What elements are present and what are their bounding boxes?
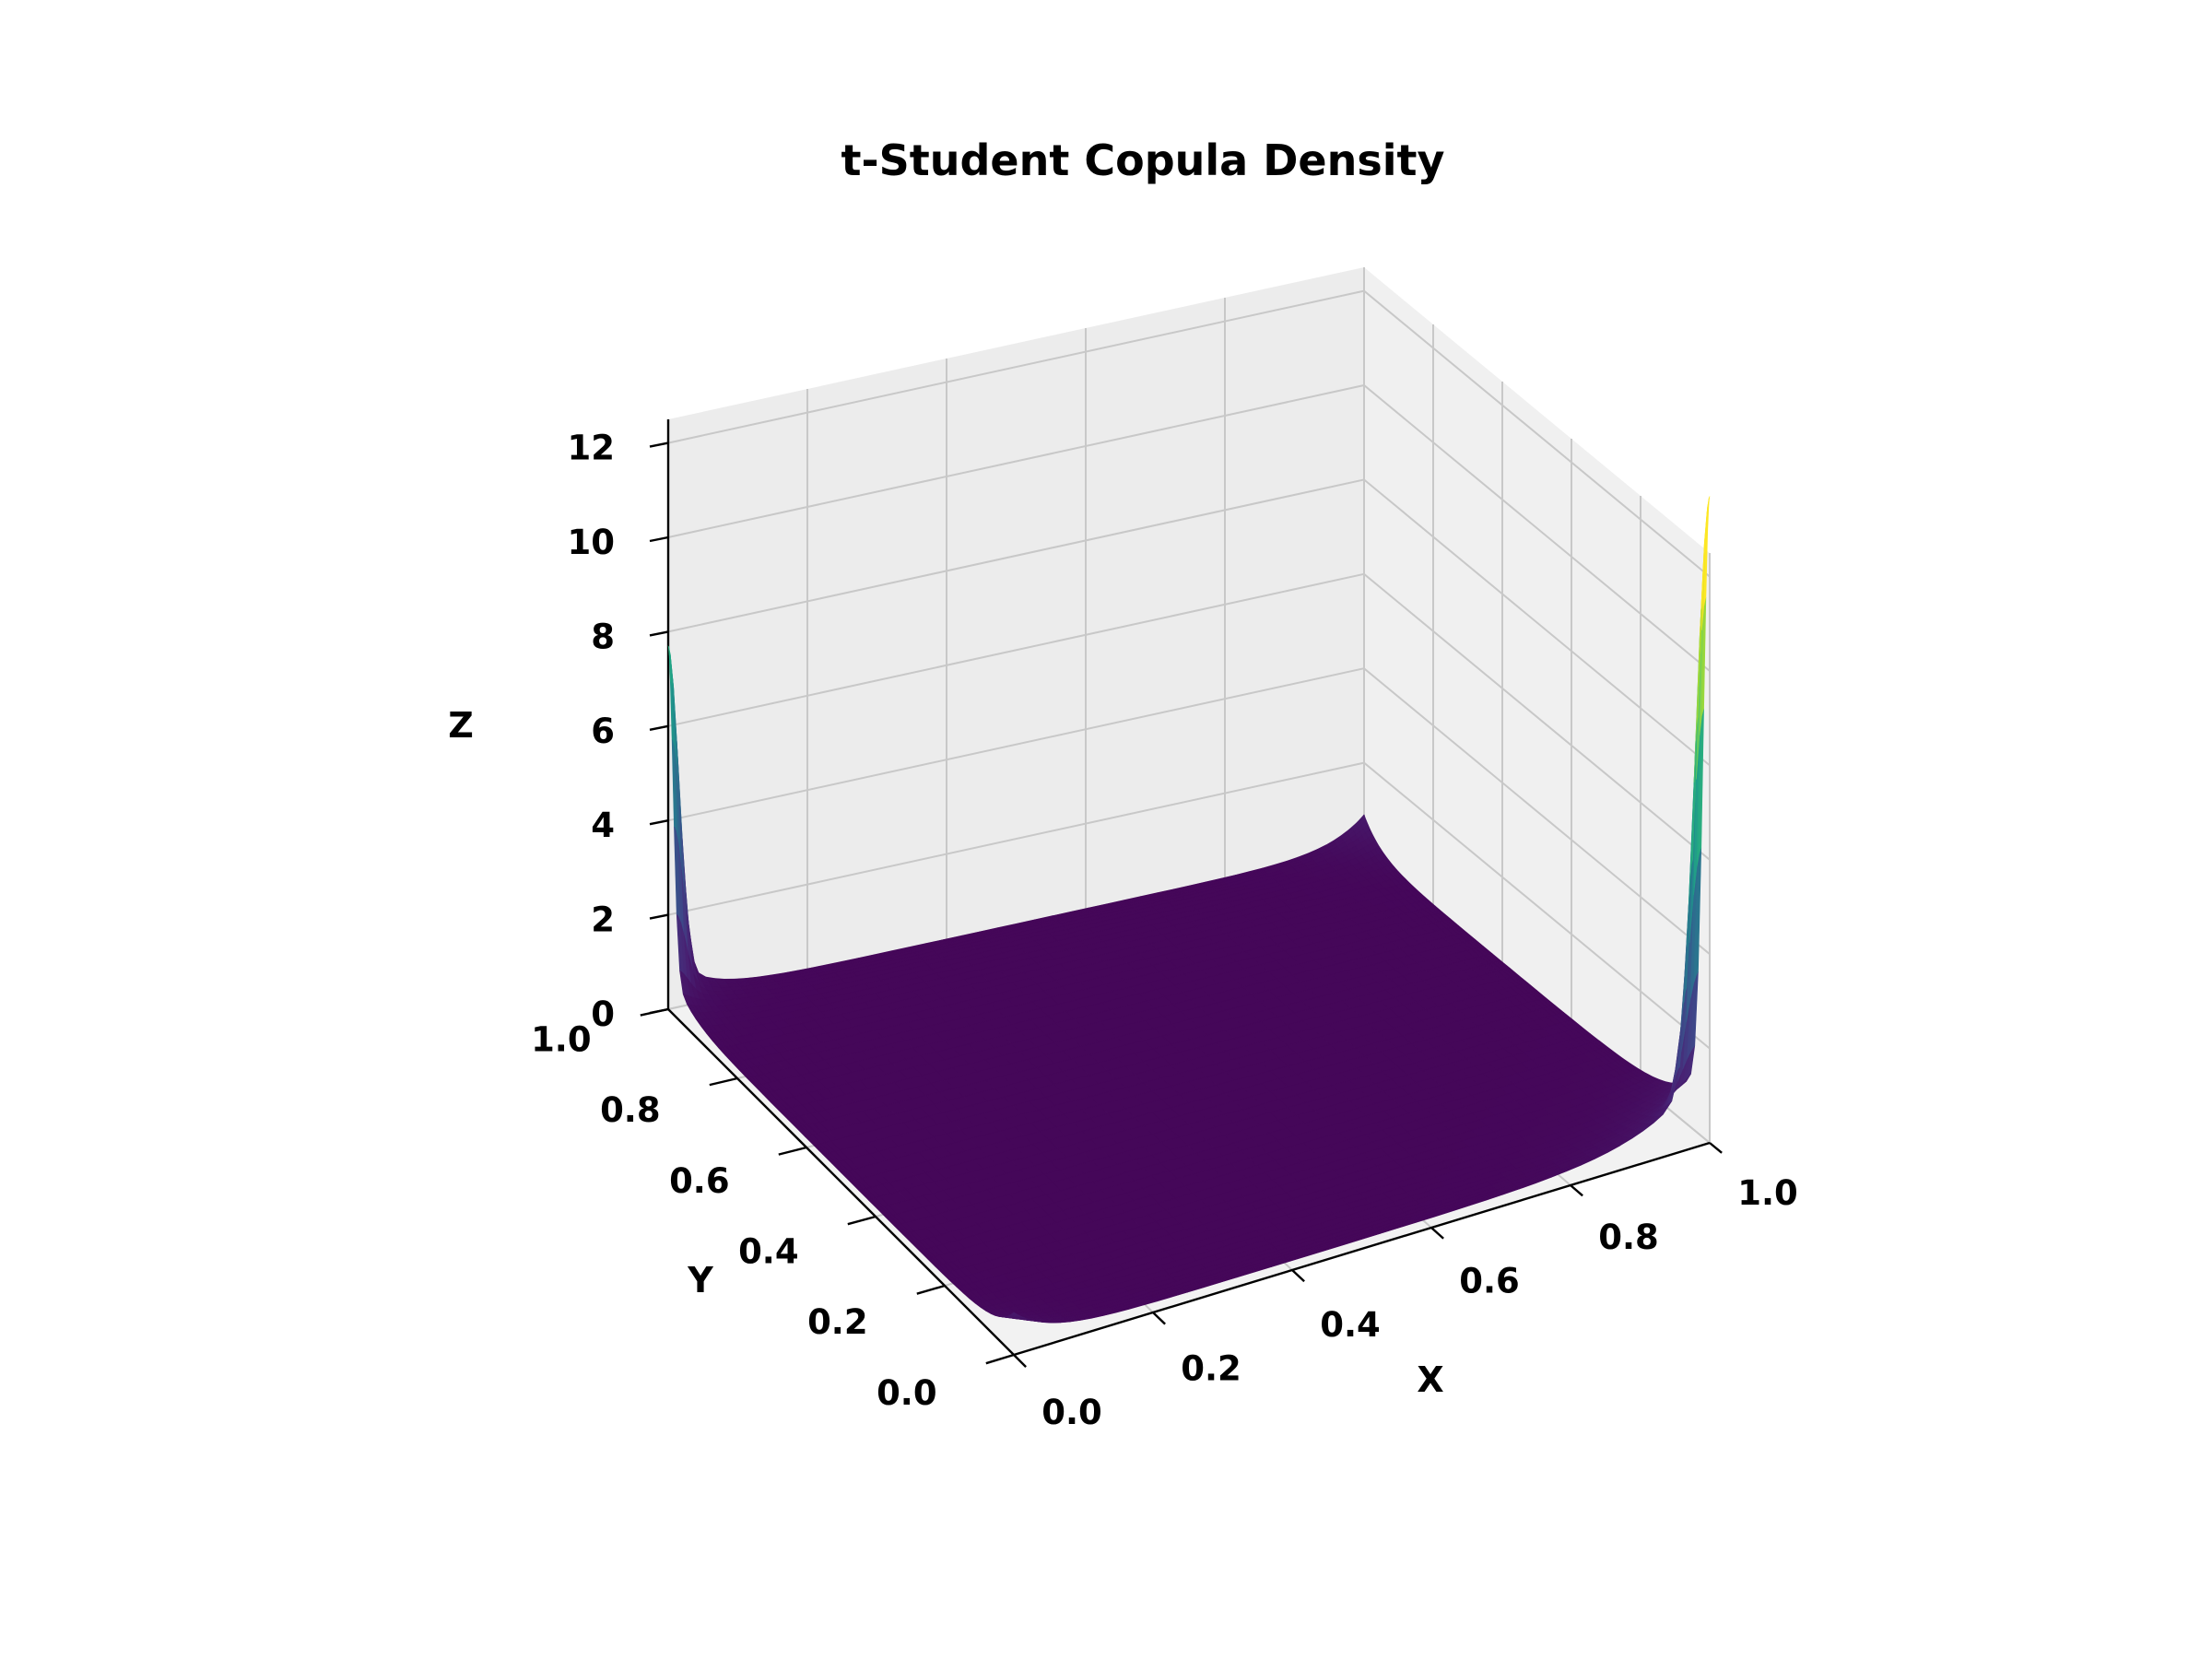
x-tick-label-0: 0.0 — [1041, 1393, 1102, 1432]
x-tick-4 — [1570, 1184, 1583, 1197]
y-tick-label-1: 0.2 — [807, 1302, 868, 1342]
y-tick-1 — [916, 1284, 946, 1295]
z-tick-label-1: 2 — [591, 900, 615, 940]
z-tick-1 — [649, 913, 669, 920]
z-tick-label-3: 6 — [591, 712, 615, 751]
z-gridline-2 — [667, 667, 1711, 955]
y-tick-label-3: 0.6 — [669, 1161, 730, 1201]
z-tick-label-0: 0 — [591, 994, 615, 1034]
y-tick-2 — [847, 1215, 877, 1226]
axes-lines — [640, 419, 1723, 1368]
z-tick-5 — [649, 535, 669, 543]
z-axis-label: Z — [448, 705, 474, 746]
z-gridline-3 — [667, 572, 1711, 861]
z-gridline-4 — [667, 478, 1711, 767]
z-tick-0 — [649, 1007, 669, 1015]
z-tick-label-6: 12 — [568, 429, 616, 468]
x-tick-5 — [1709, 1142, 1723, 1154]
surface-patch — [1708, 496, 1711, 500]
y-axis-line — [667, 1008, 1015, 1356]
x-tick-0 — [1013, 1354, 1027, 1368]
x-tick-2 — [1291, 1269, 1305, 1283]
x-tick-label-1: 0.2 — [1181, 1348, 1241, 1388]
z-tick-4 — [649, 630, 669, 637]
y-axis-label: Y — [687, 1260, 713, 1300]
chart-title: t-Student Copula Density — [841, 135, 1445, 185]
back-pane — [668, 267, 1364, 1009]
y-tick-0 — [985, 1353, 1015, 1365]
z-gridline-1 — [667, 761, 1711, 1050]
y-tick-4 — [709, 1077, 738, 1087]
z-gridline-5 — [667, 383, 1711, 672]
z-tick-6 — [649, 441, 669, 448]
x-tick-label-5: 1.0 — [1737, 1173, 1798, 1213]
z-gridline-6 — [667, 289, 1711, 578]
x-tick-label-2: 0.4 — [1320, 1305, 1381, 1345]
x-axis-label: X — [1417, 1359, 1443, 1400]
y-tick-label-4: 0.8 — [600, 1090, 661, 1130]
y-tick-3 — [778, 1146, 807, 1156]
y-tick-label-2: 0.4 — [738, 1232, 799, 1272]
x-tick-3 — [1430, 1227, 1444, 1240]
z-tick-label-5: 10 — [568, 523, 616, 562]
x-tick-1 — [1152, 1312, 1166, 1325]
x-tick-label-3: 0.6 — [1459, 1261, 1520, 1300]
y-tick-label-5: 1.0 — [531, 1019, 592, 1059]
x-tick-label-4: 0.8 — [1598, 1218, 1659, 1257]
z-tick-3 — [649, 724, 669, 731]
tick-labels: 0.00.20.40.60.81.00.00.20.40.60.81.00246… — [531, 429, 1798, 1432]
y-tick-label-0: 0.0 — [877, 1373, 937, 1413]
copula-surface — [667, 496, 1711, 1324]
x-axis-line — [1013, 1141, 1711, 1357]
z-tick-label-2: 4 — [591, 806, 615, 845]
z-tick-label-4: 8 — [591, 617, 615, 656]
z-tick-2 — [649, 819, 669, 826]
